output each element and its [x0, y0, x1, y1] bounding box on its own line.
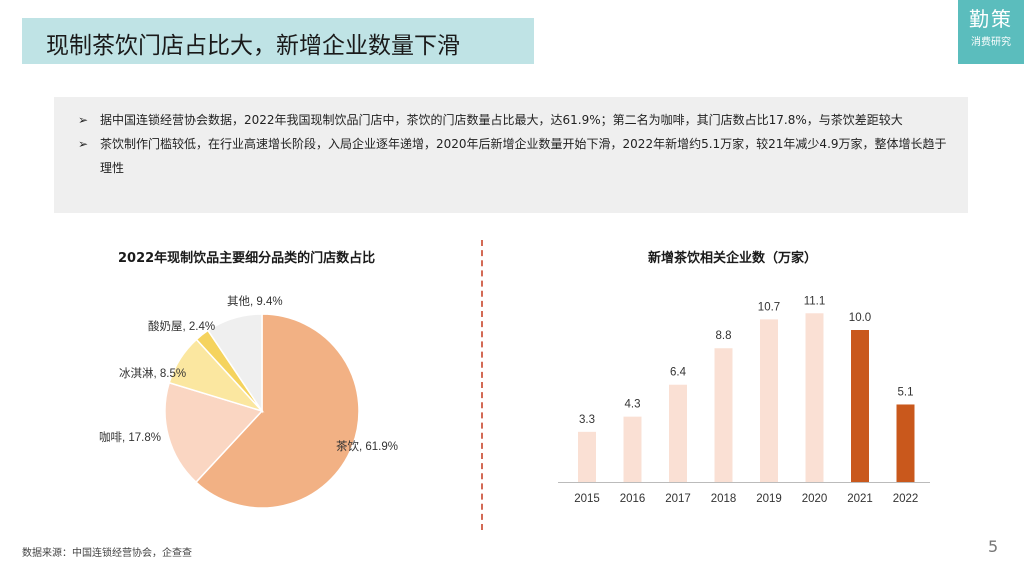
bar-value-label: 10.0	[849, 312, 871, 324]
brand-name: 勤策	[969, 7, 1013, 31]
bar-value-label: 4.3	[625, 399, 641, 411]
bar-x-tick-label: 2016	[620, 493, 646, 505]
brand-logo: 勤策 消费研究	[958, 0, 1024, 64]
pie-chart-title: 2022年现制饮品主要细分品类的门店数占比	[118, 251, 376, 266]
pie-data-label: 其他, 9.4%	[227, 295, 283, 308]
pie-slice	[206, 313, 263, 414]
bar	[578, 431, 596, 482]
arrow-bullet-icon: ➢	[78, 137, 89, 151]
pie-data-label: 冰淇淋, 8.5%	[119, 367, 186, 380]
bar	[896, 404, 915, 482]
summary-bullet-text: 据中国连锁经营协会数据，2022年我国现制饮品门店中，茶饮的门店数量占比最大，达…	[100, 113, 903, 127]
pie-data-label: 咖啡, 17.8%	[99, 430, 161, 444]
bar	[714, 348, 733, 482]
title-banner: 现制茶饮门店占比大，新增企业数量下滑	[22, 18, 534, 64]
summary-bullet-text: 茶饮制作门槛较低，在行业高速增长阶段，入局企业逐年递增，2020年后新增企业数量…	[100, 137, 947, 175]
page-title: 现制茶饮门店占比大，新增企业数量下滑	[46, 33, 460, 59]
bar-value-label: 5.1	[898, 386, 914, 398]
section-divider	[481, 240, 483, 530]
bar-chart-title: 新增茶饮相关企业数（万家）	[648, 251, 818, 266]
bar-x-tick-label: 2022	[893, 493, 919, 505]
pie-slice	[194, 313, 360, 509]
summary-box: ➢ 据中国连锁经营协会数据，2022年我国现制饮品门店中，茶饮的门店数量占比最大…	[54, 97, 968, 213]
bar-x-tick-label: 2020	[802, 493, 828, 505]
pie-slice	[164, 381, 264, 484]
bar	[851, 330, 869, 482]
bar	[805, 313, 824, 482]
pie-data-label: 酸奶屋, 2.4%	[148, 319, 215, 333]
bar-x-tick-label: 2018	[711, 493, 737, 505]
bar-value-label: 10.7	[758, 301, 780, 313]
bar-x-tick-label: 2015	[574, 493, 600, 505]
brand-subtitle: 消费研究	[971, 37, 1011, 48]
bar-x-tick-label: 2019	[756, 493, 782, 505]
bar	[623, 416, 642, 482]
arrow-bullet-icon: ➢	[78, 113, 89, 127]
data-source-note: 数据来源：中国连锁经营协会，企查查	[22, 548, 192, 559]
bar-value-label: 6.4	[670, 367, 687, 379]
bar	[669, 384, 687, 482]
bar-value-label: 8.8	[716, 330, 732, 342]
bar-value-label: 11.1	[804, 295, 826, 307]
bar-x-tick-label: 2021	[847, 493, 873, 505]
bar	[760, 319, 778, 482]
summary-bullet: ➢ 据中国连锁经营协会数据，2022年我国现制饮品门店中，茶饮的门店数量占比最大…	[78, 108, 948, 132]
bar-value-label: 3.3	[579, 414, 595, 426]
summary-bullet: ➢ 茶饮制作门槛较低，在行业高速增长阶段，入局企业逐年递增，2020年后新增企业…	[78, 132, 948, 180]
bar-x-tick-label: 2017	[665, 493, 691, 505]
page-number: 5	[988, 537, 999, 556]
pie-data-label: 茶饮, 61.9%	[336, 440, 398, 453]
